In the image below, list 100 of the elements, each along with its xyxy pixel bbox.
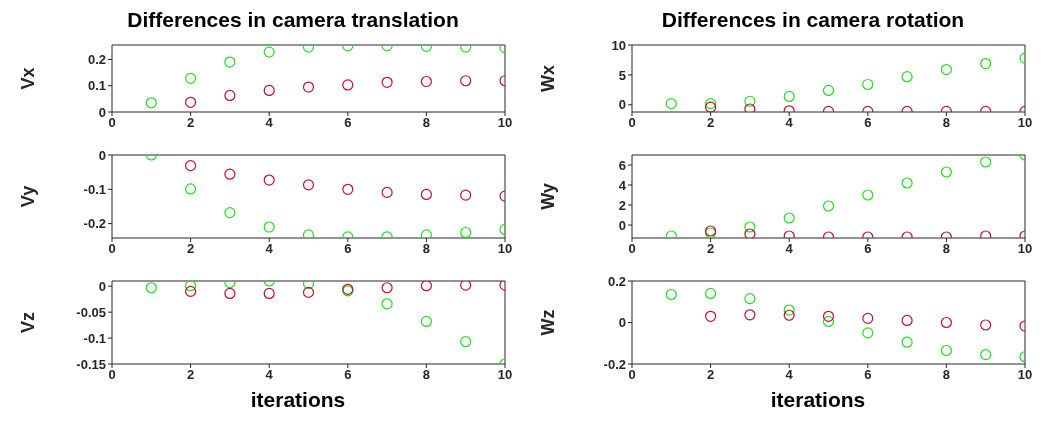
point bbox=[185, 160, 197, 172]
y-axis-title: Vy bbox=[18, 185, 39, 208]
point bbox=[822, 315, 835, 328]
point bbox=[822, 84, 835, 97]
y-axis-title: Wz bbox=[538, 309, 559, 336]
point bbox=[263, 84, 275, 97]
y-axis-title: Wx bbox=[538, 65, 559, 92]
x-tick-label: 8 bbox=[942, 367, 951, 383]
y-tick-label: -0.15 bbox=[76, 356, 106, 372]
x-tick-label: 10 bbox=[1017, 367, 1033, 383]
point bbox=[940, 63, 952, 76]
x-tick-label: 6 bbox=[864, 115, 872, 131]
x-tick-label: 4 bbox=[785, 367, 794, 383]
point bbox=[224, 207, 236, 219]
point bbox=[263, 46, 275, 58]
x-tick-label: 6 bbox=[344, 241, 352, 257]
point bbox=[862, 78, 874, 91]
point bbox=[185, 285, 197, 297]
point bbox=[145, 97, 157, 109]
point bbox=[783, 212, 795, 224]
point bbox=[901, 71, 913, 83]
x-tick-label: 6 bbox=[344, 367, 352, 383]
y-tick-label: 10 bbox=[611, 37, 626, 53]
x-tick-label: 8 bbox=[422, 367, 431, 383]
x-tick-label: 8 bbox=[942, 115, 951, 131]
point bbox=[862, 312, 874, 324]
x-tick-label: 4 bbox=[265, 367, 274, 383]
point bbox=[342, 79, 354, 91]
x-tick-label: 4 bbox=[785, 241, 794, 257]
point bbox=[420, 188, 432, 201]
point bbox=[224, 89, 236, 102]
x-tick-label: 10 bbox=[497, 241, 513, 257]
y-tick-label: 0 bbox=[98, 278, 106, 294]
chart-title: Differences in camera translation bbox=[126, 8, 460, 33]
point bbox=[940, 344, 952, 357]
x-tick-label: 0 bbox=[628, 241, 636, 257]
point bbox=[744, 309, 756, 321]
point bbox=[460, 226, 472, 238]
x-tick-label: 6 bbox=[864, 241, 872, 257]
x-tick-label: 2 bbox=[706, 367, 715, 383]
point bbox=[302, 81, 315, 93]
point bbox=[783, 309, 795, 321]
x-tick-label: 10 bbox=[1017, 241, 1033, 257]
x-tick-label: 10 bbox=[1017, 115, 1033, 131]
y-tick-label: 0 bbox=[618, 217, 626, 233]
point bbox=[665, 288, 677, 301]
y-tick-label: 0.2 bbox=[87, 52, 106, 68]
x-tick-label: 6 bbox=[864, 367, 872, 383]
x-tick-label: 10 bbox=[497, 367, 513, 383]
x-tick-label: 0 bbox=[628, 115, 636, 131]
x-tick-label: 2 bbox=[706, 241, 715, 257]
x-axis-title: iterations bbox=[769, 388, 867, 412]
point bbox=[185, 281, 197, 292]
chart-title: Differences in camera rotation bbox=[660, 8, 966, 33]
point bbox=[420, 315, 432, 328]
y-tick-label: -0.2 bbox=[603, 356, 626, 372]
y-tick-label: -0.1 bbox=[83, 181, 106, 197]
point bbox=[862, 327, 874, 339]
point bbox=[185, 183, 197, 195]
point bbox=[420, 281, 432, 292]
point bbox=[381, 186, 393, 198]
x-tick-label: 10 bbox=[497, 115, 513, 131]
x-tick-label: 4 bbox=[265, 241, 274, 257]
x-tick-label: 2 bbox=[186, 241, 195, 257]
point bbox=[705, 310, 717, 322]
y-tick-label: 0 bbox=[98, 104, 106, 120]
x-tick-label: 8 bbox=[422, 115, 431, 131]
y-axis-title: Wy bbox=[538, 183, 559, 210]
x-tick-label: 4 bbox=[265, 115, 274, 131]
point bbox=[420, 229, 432, 238]
point bbox=[980, 57, 992, 70]
point bbox=[381, 298, 393, 310]
point bbox=[224, 56, 236, 68]
y-tick-label: 0 bbox=[98, 147, 106, 163]
point bbox=[460, 75, 472, 87]
x-tick-label: 0 bbox=[108, 241, 116, 257]
point bbox=[145, 282, 157, 294]
x-tick-label: 0 bbox=[108, 115, 116, 131]
point bbox=[901, 314, 913, 327]
y-tick-label: 2 bbox=[618, 197, 626, 213]
point bbox=[822, 200, 835, 212]
x-tick-label: 4 bbox=[785, 115, 794, 131]
point bbox=[185, 72, 197, 84]
point bbox=[980, 349, 992, 361]
x-tick-label: 6 bbox=[344, 115, 352, 131]
point bbox=[263, 287, 275, 300]
x-tick-label: 2 bbox=[186, 367, 195, 383]
y-tick-label: 0 bbox=[618, 97, 626, 113]
x-tick-label: 2 bbox=[186, 115, 195, 131]
point bbox=[224, 168, 236, 180]
point bbox=[744, 293, 756, 305]
point bbox=[744, 103, 756, 112]
point bbox=[980, 319, 992, 331]
point bbox=[460, 189, 472, 201]
point bbox=[342, 183, 354, 195]
point bbox=[263, 221, 275, 233]
x-tick-label: 2 bbox=[706, 115, 715, 131]
point bbox=[862, 189, 874, 201]
y-tick-label: 6 bbox=[618, 157, 626, 173]
x-tick-label: 0 bbox=[108, 367, 116, 383]
